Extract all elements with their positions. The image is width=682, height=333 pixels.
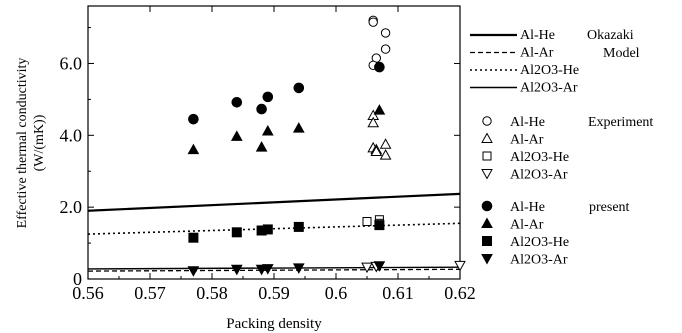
legend-label: Al-Ar: [520, 46, 554, 61]
point-triangle-up-filled-al-ar: [261, 124, 274, 136]
point-triangle-down-open-al2o3-ar: [454, 260, 466, 272]
point-triangle-down-filled-al2o3-ar: [230, 264, 243, 276]
x-tick-label: 0.57: [134, 283, 166, 303]
point-triangle-down-filled-al2o3-ar: [187, 266, 200, 277]
point-triangle-down-filled-al2o3-ar: [292, 263, 305, 274]
legend-marker-triangle-down-open: [481, 169, 493, 180]
point-circle-filled-al-he: [231, 96, 243, 108]
legend-label: Al2O3-Ar: [510, 253, 568, 268]
legend-label: Al2O3-Ar: [520, 81, 578, 96]
legend: Okazaki Model Experiment present Al-He Al…: [470, 28, 653, 268]
point-triangle-down-filled-al2o3-ar: [261, 264, 274, 275]
x-tick-label: 0.59: [258, 283, 290, 303]
x-tick-label: 0.58: [196, 283, 228, 303]
legend-marker-triangle-down-filled: [481, 254, 493, 265]
legend-label: Al2O3-He: [520, 63, 579, 78]
point-circle-filled-al-he: [262, 91, 274, 103]
legend-title-experiment: Experiment: [588, 115, 653, 130]
legend-label: Al-Ar: [510, 218, 544, 233]
point-circle-open-al-he: [380, 44, 391, 54]
point-square-filled-al2o3-he: [262, 224, 273, 235]
point-triangle-up-open-al-ar: [370, 145, 383, 156]
point-square-filled-al2o3-he: [188, 232, 199, 243]
legend-marker-triangle-up-open: [481, 132, 493, 143]
legend-title-present: present: [589, 200, 630, 215]
legend-label: Al-He: [520, 28, 555, 43]
point-triangle-up-filled-al-ar: [187, 143, 200, 155]
point-triangle-up-open-al-ar: [379, 149, 392, 160]
point-triangle-up-filled-al-ar: [230, 130, 243, 141]
y-tick-label: 2.0: [60, 197, 83, 217]
x-tick-label: 0.6: [325, 283, 348, 303]
point-triangle-down-filled-al2o3-ar: [373, 261, 386, 272]
model-line-al2o3-he: [87, 222, 461, 235]
legend-title-model: Model: [603, 46, 640, 61]
point-square-filled-al2o3-he: [293, 221, 304, 232]
point-circle-open-al-he: [368, 17, 378, 27]
model-line-al-he: [87, 192, 461, 212]
point-triangle-up-filled-al-ar: [292, 122, 305, 133]
point-triangle-up-filled-al-ar: [255, 141, 268, 152]
model-line-al-ar: [87, 268, 461, 272]
x-axis-label: Packing density: [226, 316, 322, 332]
point-triangle-up-filled-al-ar: [373, 104, 386, 115]
legend-marker-triangle-up-filled: [481, 217, 493, 228]
y-axis-label-line1: Effective thermal conductivity: [15, 58, 30, 229]
y-axis-label: Effective thermal conductivity (W/(mK)): [15, 58, 47, 229]
model-lines: [87, 192, 461, 272]
y-tick-label: 6.0: [60, 53, 83, 73]
point-square-filled-al2o3-he: [231, 227, 242, 238]
point-circle-filled-al-he: [374, 61, 385, 73]
x-tick-label: 0.62: [444, 283, 476, 303]
point-triangle-up-open-al-ar: [379, 138, 392, 149]
point-triangle-up-open-al-ar: [367, 116, 380, 128]
legend-marker-square-filled: [482, 236, 492, 246]
y-axis-label-line2: (W/(mK)): [32, 114, 47, 171]
point-square-filled-al2o3-he: [374, 220, 385, 231]
y-tick-label: 0: [73, 269, 82, 289]
point-triangle-down-open-al2o3-ar: [361, 262, 373, 274]
x-tick-label: 0.61: [382, 283, 414, 303]
plot-frame: [87, 5, 461, 280]
model-line-al2o3-ar: [87, 266, 461, 270]
y-tick-label: 4.0: [60, 125, 83, 145]
legend-label: Al2O3-He: [510, 150, 569, 165]
legend-title-okazaki: Okazaki: [587, 28, 634, 43]
legend-label: Al-Ar: [510, 133, 544, 148]
legend-label: Al-He: [510, 115, 545, 130]
point-circle-filled-al-he: [188, 113, 199, 125]
data-markers: [187, 15, 466, 277]
legend-marker-circle-open: [482, 116, 492, 126]
point-circle-filled-al-he: [293, 82, 305, 94]
axis-ticks: 0.56 0.57 0.58 0.59 0.6 0.61 0.62 0 2.0 4.0 6.0: [60, 6, 476, 303]
x-tick-label: 0.56: [72, 283, 104, 303]
point-circle-open-al-he: [380, 28, 391, 38]
legend-label: Al2O3-He: [510, 235, 569, 250]
point-square-open-al2o3-he: [362, 217, 372, 227]
legend-marker-circle-filled: [481, 200, 493, 212]
legend-label: Al-He: [510, 200, 545, 215]
legend-label: Al2O3-Ar: [510, 168, 568, 183]
legend-marker-square-open: [482, 151, 492, 161]
point-circle-filled-al-he: [256, 103, 267, 115]
